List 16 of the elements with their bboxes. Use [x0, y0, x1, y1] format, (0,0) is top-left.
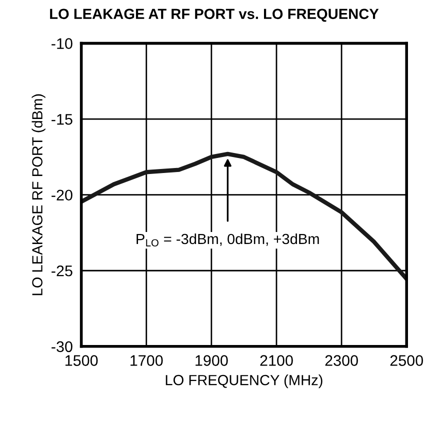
annotation: P$_{LO}$ = -3dBm, 0dBm, +3dBm [136, 233, 319, 246]
y-tick-label: -30 [52, 341, 72, 352]
chart-title: LO LEAKAGE AT RF PORT vs. LO FREQUENCY [50, 8, 379, 22]
x-tick-label: 1700 [130, 355, 163, 366]
x-axis-title: LO FREQUENCY (MHz) [166, 374, 322, 388]
x-tick-label: 1500 [65, 355, 98, 366]
y-axis-title: LO LEAKAGE RF PORT (dBm) [32, 94, 46, 296]
y-tick-label: -15 [52, 114, 72, 125]
x-tick-label: 2500 [390, 355, 423, 366]
y-tick-label: -10 [52, 38, 72, 49]
y-tick-label: -25 [52, 265, 72, 276]
x-tick-label: 2100 [260, 355, 293, 366]
line-series [81, 152, 407, 282]
x-tick-label: 1900 [196, 355, 228, 366]
x-tick-label: 2300 [325, 355, 358, 366]
y-tick-label: -20 [52, 190, 72, 201]
